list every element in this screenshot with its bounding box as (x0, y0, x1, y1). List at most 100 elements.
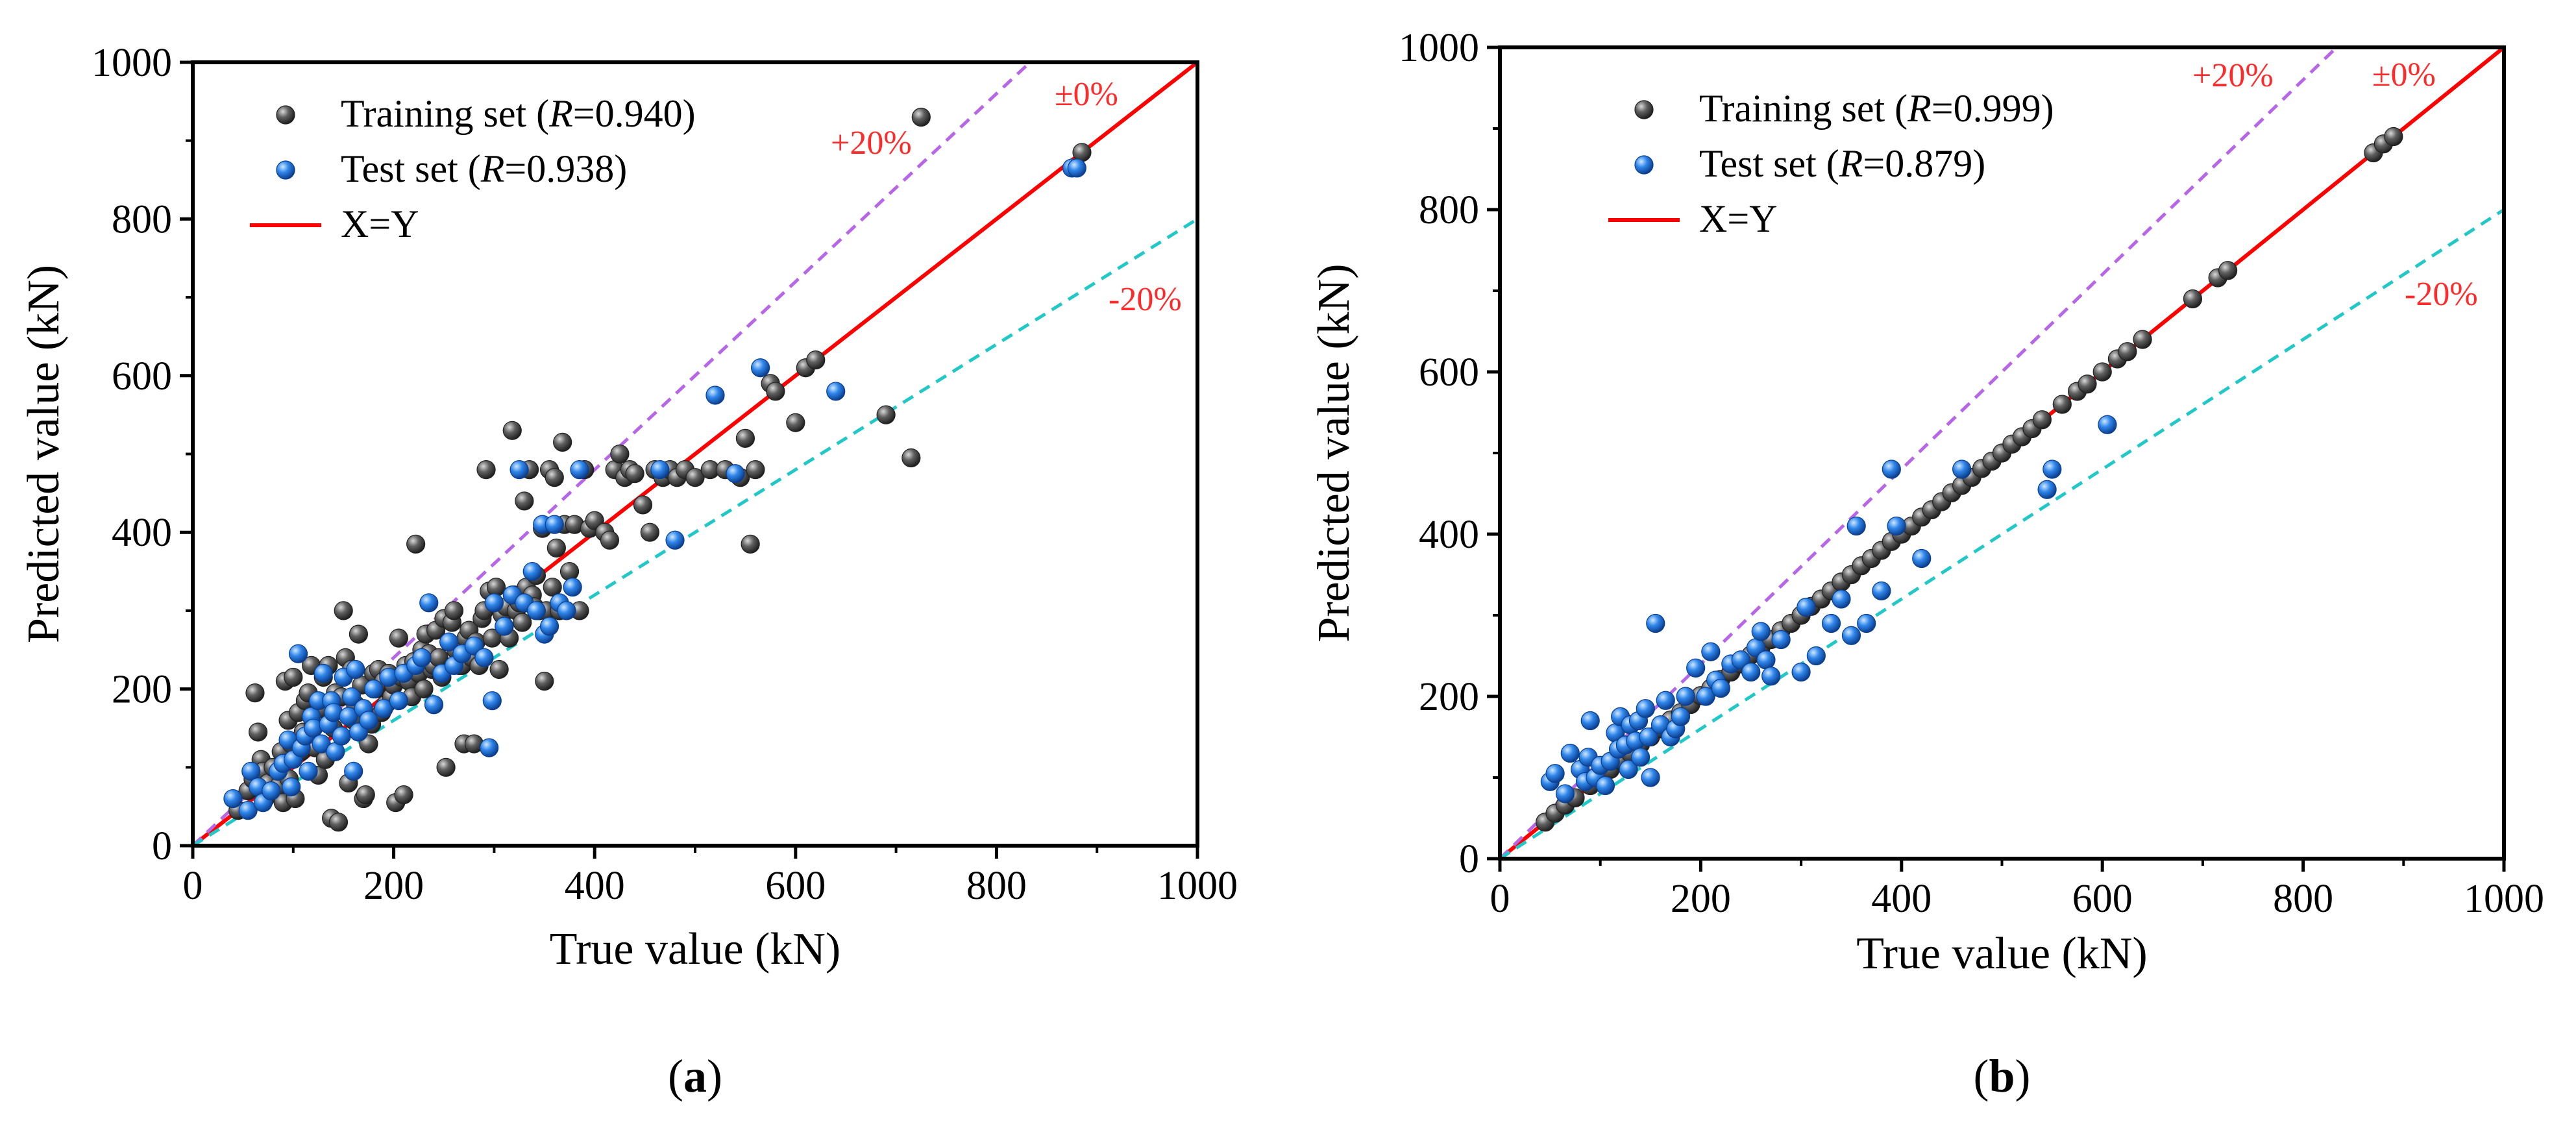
training-point (876, 405, 896, 424)
test-point (374, 699, 393, 718)
training-point (2218, 261, 2238, 280)
training-point (640, 522, 659, 542)
y-tick-label: 400 (112, 511, 172, 555)
test-point (1711, 678, 1730, 698)
test-point (359, 711, 378, 730)
training-point (334, 601, 353, 620)
test-point (1696, 687, 1715, 706)
test-point (1656, 691, 1675, 710)
training-point (515, 491, 534, 511)
training-point (625, 464, 644, 484)
reference-line-minus20 (1500, 208, 2504, 859)
legend-training-marker (276, 105, 295, 125)
training-point (545, 468, 564, 487)
test-point (1741, 662, 1761, 682)
x-tick-label: 600 (2072, 877, 2133, 921)
test-point (282, 777, 301, 797)
training-point (806, 350, 826, 370)
test-point (1912, 548, 1932, 569)
training-point (444, 601, 464, 620)
test-point (2037, 480, 2057, 499)
legend-training-marker (1634, 100, 1654, 119)
test-point (1676, 687, 1695, 706)
x-tick-label: 1000 (1157, 864, 1238, 908)
x-axis-title: True value (kN) (1856, 929, 2147, 979)
test-point (223, 789, 243, 809)
y-tick-label: 800 (1419, 188, 1479, 232)
test-point (495, 617, 514, 636)
training-point (559, 561, 580, 582)
y-tick-label: 1000 (92, 41, 172, 85)
test-point (1641, 768, 1660, 787)
training-point (356, 785, 375, 805)
y-tick-label: 800 (112, 197, 172, 241)
training-point (633, 495, 653, 515)
test-point (439, 632, 459, 652)
test-point (288, 644, 308, 663)
training-point (476, 460, 496, 480)
test-point (1686, 658, 1706, 678)
y-tick-label: 600 (112, 354, 172, 398)
y-tick-label: 600 (1419, 350, 1479, 395)
test-point (563, 578, 582, 597)
panel-b: 00 200 200 400 400 600 600 800 800 1000 1000 True v… (1309, 26, 2544, 1102)
training-point (406, 534, 426, 554)
test-point (1560, 743, 1580, 763)
test-point (1595, 776, 1615, 796)
test-point (1841, 626, 1861, 645)
test-point (1751, 622, 1771, 641)
test-point (313, 663, 333, 683)
test-point (1545, 764, 1565, 783)
x-tick-label: 1000 (2464, 877, 2544, 921)
test-point (1771, 630, 1791, 650)
test-point (424, 695, 444, 715)
test-point (751, 358, 770, 378)
legend-test-marker (1634, 155, 1654, 175)
legend-entry: Training set (R=0.999) (1699, 87, 2054, 130)
panel-caption: (b) (1973, 1050, 2030, 1102)
y-tick-label: 1000 (1399, 26, 1479, 70)
test-point (1756, 650, 1776, 670)
test-point (1806, 646, 1826, 666)
panel-a: 00 200 200 400 400 600 600 800 800 1000 1000 True v… (19, 41, 1238, 1102)
legend-entry: X=Y (341, 202, 419, 245)
panel-caption: (a) (668, 1050, 722, 1102)
y-tick-label: 0 (152, 824, 172, 868)
training-point (414, 679, 434, 699)
test-point (1619, 759, 1638, 779)
test-point (1882, 460, 1901, 479)
test-point (1791, 662, 1811, 682)
test-point (364, 679, 384, 699)
test-point (522, 561, 542, 582)
test-point (2098, 415, 2117, 434)
test-point (665, 530, 685, 550)
training-point (489, 659, 509, 680)
test-point (705, 386, 725, 405)
test-point (341, 687, 362, 707)
test-point (1872, 581, 1891, 601)
test-point (570, 460, 589, 480)
training-point (486, 578, 506, 597)
legend-entry: Training set (R=0.940) (341, 92, 696, 135)
training-point (502, 421, 522, 440)
training-point (2078, 374, 2097, 394)
training-point (911, 107, 931, 127)
x-tick-label: 600 (765, 864, 826, 908)
test-point (484, 593, 504, 613)
x-tick-label: 0 (183, 864, 203, 908)
legend-entry: X=Y (1699, 197, 1778, 240)
training-point (786, 413, 805, 432)
test-point (1846, 516, 1866, 536)
training-point (349, 624, 369, 644)
test-point (1797, 597, 1816, 617)
training-point (543, 578, 562, 597)
test-point (539, 617, 559, 636)
training-point (389, 628, 408, 648)
test-point (2042, 460, 2062, 479)
test-point (241, 761, 261, 781)
test-point (1701, 642, 1721, 661)
training-point (2183, 289, 2203, 309)
test-point (1887, 516, 1906, 536)
training-point (600, 530, 620, 550)
test-point (526, 601, 546, 620)
